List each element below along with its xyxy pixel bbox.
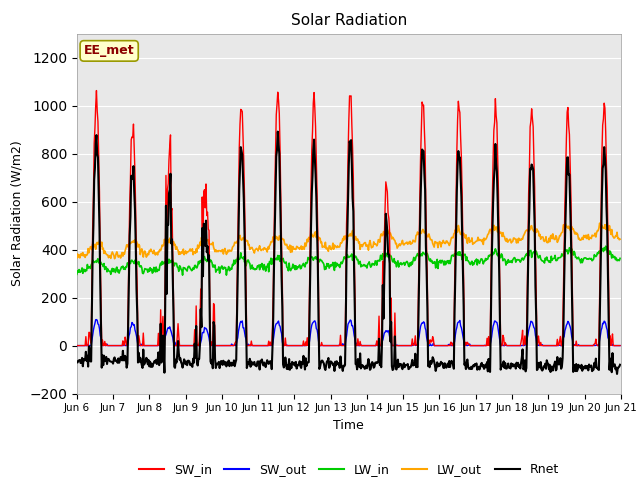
Text: EE_met: EE_met [84,44,134,58]
Title: Solar Radiation: Solar Radiation [291,13,407,28]
X-axis label: Time: Time [333,419,364,432]
Legend: SW_in, SW_out, LW_in, LW_out, Rnet: SW_in, SW_out, LW_in, LW_out, Rnet [134,458,564,480]
Y-axis label: Solar Radiation (W/m2): Solar Radiation (W/m2) [11,141,24,287]
